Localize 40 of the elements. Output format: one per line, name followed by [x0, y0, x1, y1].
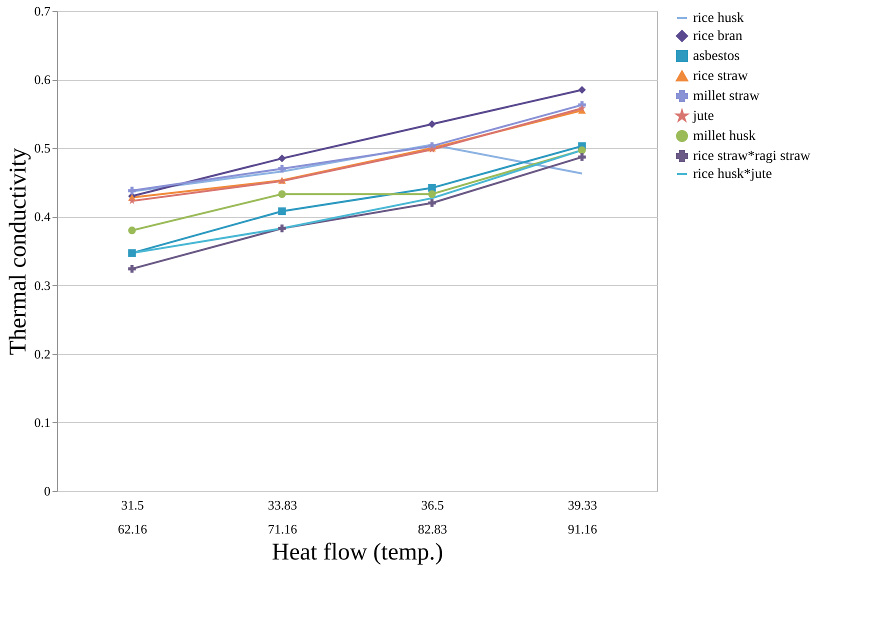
legend-label: jute: [692, 109, 714, 124]
y-tick-label: 0.3: [34, 278, 50, 293]
y-tick-label: 0.2: [34, 346, 50, 362]
point: [278, 154, 286, 162]
legend-label: millet straw: [693, 89, 760, 104]
point: [578, 146, 586, 154]
x-axis-title: Heat flow (temp.): [272, 540, 444, 566]
point: [578, 104, 586, 112]
y-tick-label: 0.4: [34, 209, 51, 224]
y-tick-label: 0.1: [34, 414, 50, 430]
legend-label: rice straw*ragi straw: [693, 149, 812, 164]
point: [128, 226, 136, 234]
point: [278, 164, 286, 173]
legend-label: rice straw: [693, 69, 749, 84]
y-tick-label: 0: [44, 484, 50, 498]
legend-label: rice bran: [693, 29, 742, 44]
point: [278, 224, 286, 232]
point: [428, 190, 436, 198]
legend-label: asbestos: [693, 49, 740, 64]
point: [278, 207, 286, 216]
y-tick-label: 0.6: [34, 72, 51, 88]
point: [578, 86, 586, 94]
x-tick-label: 36.5 82.83: [418, 498, 448, 536]
y-tick-label: 0.5: [34, 140, 50, 156]
legend-label: millet husk: [693, 129, 756, 144]
x-tick-label: 39.33 91.16: [568, 498, 598, 536]
point: [428, 199, 436, 207]
point: [128, 186, 136, 195]
y-tick-label: 0.7: [34, 4, 51, 18]
legend-label: rice husk*jute: [693, 167, 772, 182]
point: [128, 264, 136, 273]
x-tick-label: 33.83 71.16: [268, 498, 298, 536]
point: [428, 120, 436, 128]
y-axis-title: Thermal conductivity: [5, 148, 32, 356]
point: [128, 249, 136, 257]
x-tick-label: 31.5 62.16: [118, 498, 148, 536]
point: [578, 153, 586, 161]
point: [128, 197, 136, 204]
legend-label: rice husk: [693, 11, 744, 26]
point: [278, 190, 286, 198]
